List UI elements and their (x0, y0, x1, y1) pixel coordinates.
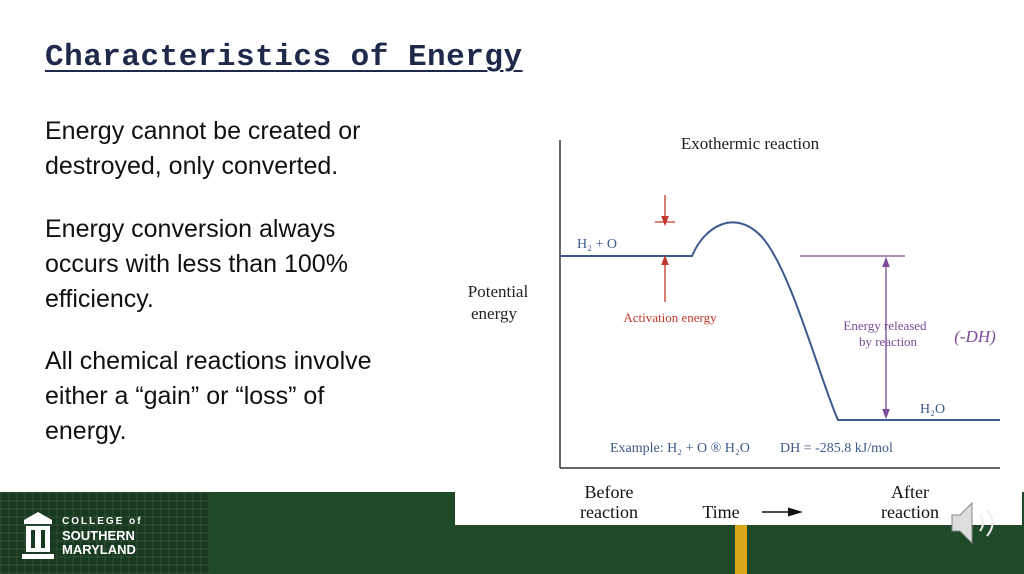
logo-text: MARYLAND (62, 542, 136, 557)
x-label: After (891, 482, 929, 502)
activation-label: Activation energy (623, 310, 717, 325)
text-line: All chemical reactions involve (45, 347, 372, 375)
diagram-panel (455, 118, 1022, 525)
text-line: Energy cannot be created or (45, 117, 361, 145)
x-label: reaction (881, 502, 939, 522)
released-label: by reaction (859, 334, 918, 349)
reactant-label: H₂ + O (577, 237, 617, 252)
logo-column (31, 530, 35, 548)
slide-title: Characteristics of Energy (45, 40, 523, 75)
x-label: Time (702, 502, 739, 522)
energy-curve (560, 221, 1000, 421)
text-line: either a “gain” or “loss” of (45, 382, 325, 410)
paragraph: Energy cannot be created or destroyed, o… (45, 114, 360, 184)
speaker-body (951, 501, 973, 545)
logo-building (22, 512, 54, 559)
text-line: efficiency. (45, 285, 154, 313)
example-dh: DH = -285.8 kJ/mol (780, 441, 893, 456)
example-label: Example: H₂ + O ® H₂O (610, 441, 750, 456)
text-line: energy. (45, 417, 127, 445)
logo-column (41, 530, 45, 548)
paragraph: All chemical reactions involve either a … (45, 344, 372, 449)
y-label: energy (471, 304, 517, 323)
text-line: Energy conversion always (45, 215, 336, 243)
logo-text: SOUTHERN (62, 528, 135, 543)
speaker-icon[interactable] (951, 501, 994, 545)
gold-stripe (735, 525, 747, 574)
x-label: reaction (580, 502, 638, 522)
text-line: destroyed, only converted. (45, 152, 339, 180)
speaker-waves (979, 509, 994, 537)
text-line: occurs with less than 100% (45, 250, 348, 278)
y-label: Potential (468, 282, 529, 301)
diagram-title: Exothermic reaction (681, 134, 820, 153)
x-label: Before (585, 482, 634, 502)
paragraph: Energy conversion always occurs with les… (45, 212, 348, 317)
logo-icon (22, 512, 54, 559)
released-label: Energy released (843, 318, 927, 333)
delta-label: (-DH) (954, 327, 996, 346)
logo-text: COLLEGE of (62, 516, 143, 527)
product-label: H₂O (920, 402, 945, 417)
